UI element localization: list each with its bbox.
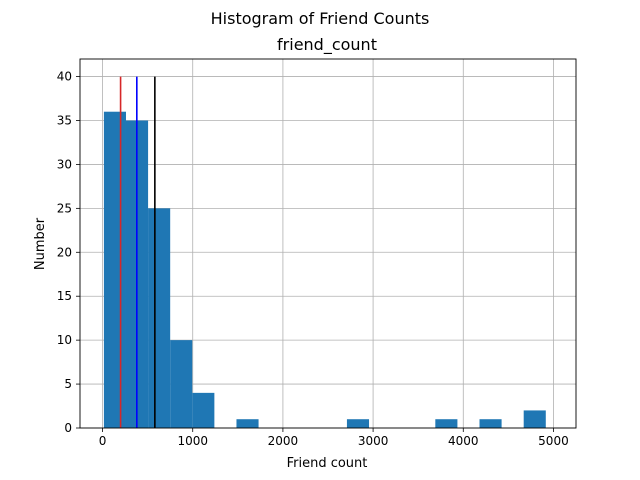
histogram-bar bbox=[148, 208, 171, 428]
x-tick-label: 5000 bbox=[538, 434, 569, 448]
y-tick-label: 5 bbox=[64, 377, 72, 391]
y-tick-label: 0 bbox=[64, 421, 72, 435]
reference-lines bbox=[119, 76, 156, 428]
y-tick-label: 15 bbox=[57, 289, 72, 303]
histogram-bar bbox=[346, 419, 370, 428]
x-tick-label: 0 bbox=[99, 434, 107, 448]
histogram-bar bbox=[192, 392, 215, 428]
axes-frame bbox=[79, 58, 577, 429]
x-tick-label: 3000 bbox=[358, 434, 389, 448]
y-tick-label: 10 bbox=[57, 333, 72, 347]
y-tick-label: 40 bbox=[57, 70, 72, 84]
histogram-bar bbox=[435, 419, 458, 428]
histogram-bar bbox=[479, 419, 502, 428]
y-axis-label: Number bbox=[33, 217, 48, 270]
y-tick-label: 35 bbox=[57, 114, 72, 128]
figure-suptitle: Histogram of Friend Counts bbox=[211, 9, 430, 28]
x-axis-label: Friend count bbox=[287, 456, 368, 471]
ticks: 0 1000 2000 3000 4000 5000 0 5 10 15 20 25 30 35 40 bbox=[57, 70, 569, 448]
histogram-bar bbox=[236, 419, 259, 428]
x-tick-label: 1000 bbox=[177, 434, 208, 448]
histogram-bar bbox=[523, 410, 546, 428]
histogram-bar bbox=[170, 340, 193, 428]
bars bbox=[103, 111, 546, 428]
chart-title: friend_count bbox=[277, 35, 377, 55]
y-tick-label: 20 bbox=[57, 245, 72, 259]
x-tick-label: 4000 bbox=[448, 434, 479, 448]
y-tick-label: 30 bbox=[57, 157, 72, 171]
histogram-bar bbox=[103, 111, 126, 428]
x-tick-label: 2000 bbox=[268, 434, 299, 448]
y-tick-label: 25 bbox=[57, 201, 72, 215]
